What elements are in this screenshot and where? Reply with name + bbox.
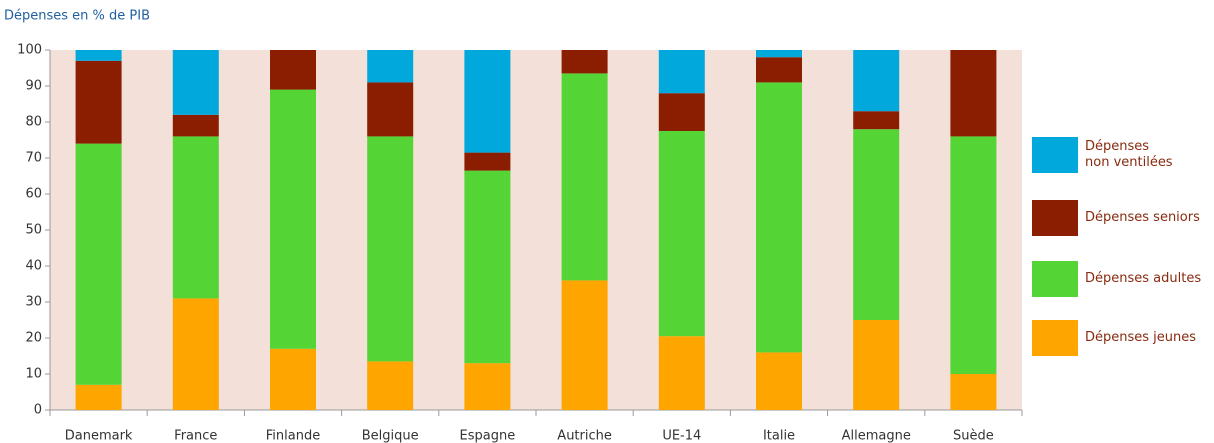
bar-segment	[464, 170, 511, 364]
bar-segment	[756, 50, 802, 58]
bar-segment	[270, 89, 316, 349]
y-tick-label: 50	[25, 223, 42, 238]
legend-label: Dépenses jeunes	[1085, 330, 1197, 345]
bar-segment	[75, 143, 122, 385]
y-tick-label: 40	[25, 259, 42, 274]
bar-segment	[75, 384, 122, 410]
bar-segment	[75, 50, 122, 61]
legend-swatch	[1032, 320, 1078, 356]
x-tick-label: Allemagne	[842, 429, 911, 443]
bar-segment	[270, 50, 316, 90]
bar-segment	[464, 152, 511, 171]
bar-segment	[367, 136, 414, 362]
bar-segment	[756, 82, 802, 353]
x-tick-label: Danemark	[65, 429, 133, 443]
bar-segment	[950, 374, 997, 410]
bar-segment	[853, 129, 900, 320]
bar-segment	[464, 363, 511, 410]
legend-label: Dépenses seniors	[1085, 210, 1200, 225]
legend-swatch	[1032, 261, 1078, 297]
bar-segment	[853, 50, 900, 112]
bar-segment	[658, 131, 705, 337]
bar-segment	[950, 136, 997, 374]
bar-segment	[172, 298, 219, 410]
legend-label: Dépenses non ventilées	[1085, 139, 1173, 170]
legend-label: Dépenses adultes	[1085, 271, 1202, 286]
bar-segment	[950, 50, 997, 137]
legend-swatch	[1032, 137, 1078, 173]
bar-segment	[853, 320, 900, 410]
bar-segment	[561, 73, 608, 281]
bar-segment	[172, 136, 219, 299]
bar-segment	[367, 50, 414, 83]
x-tick-label: Belgique	[362, 429, 419, 443]
bar-segment	[658, 93, 705, 131]
x-tick-label: Autriche	[557, 429, 612, 443]
bar-segment	[172, 50, 219, 115]
y-tick-label: 10	[25, 367, 42, 382]
y-axis-label: Dépenses en % de PIB	[4, 9, 150, 24]
x-tick-label: Italie	[763, 429, 795, 443]
bar-segment	[464, 50, 511, 153]
x-tick-label: UE-14	[662, 429, 701, 443]
bar-segment	[561, 280, 608, 410]
y-tick-label: 0	[34, 403, 42, 418]
bar-segment	[367, 82, 414, 137]
bar-segment	[561, 50, 608, 74]
y-tick-label: 80	[25, 115, 42, 130]
y-tick-label: 100	[17, 43, 42, 58]
legend-swatch	[1032, 200, 1078, 236]
x-tick-label: Finlande	[266, 429, 320, 443]
bar-segment	[367, 361, 414, 410]
bar-segment	[756, 57, 802, 83]
y-tick-label: 70	[25, 151, 42, 166]
y-tick-label: 90	[25, 79, 42, 94]
bar-segment	[853, 111, 900, 130]
bar-segment	[756, 352, 802, 410]
bar-segment	[75, 60, 122, 144]
bar-segment	[270, 348, 316, 410]
bar-segment	[658, 336, 705, 410]
y-tick-label: 30	[25, 295, 42, 310]
bar-segment	[172, 114, 219, 137]
x-tick-label: France	[174, 429, 217, 443]
x-tick-label: Suède	[953, 429, 994, 443]
bar-segment	[658, 50, 705, 94]
y-tick-label: 60	[25, 187, 42, 202]
y-tick-label: 20	[25, 331, 42, 346]
x-tick-label: Espagne	[460, 429, 516, 443]
